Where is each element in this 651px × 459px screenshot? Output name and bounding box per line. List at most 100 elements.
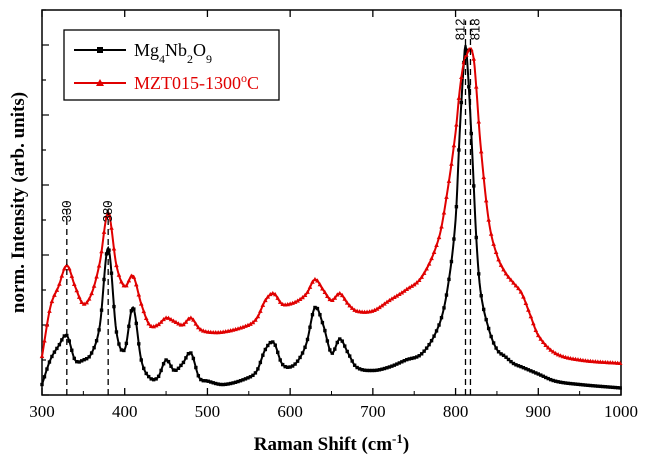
data-point [206,379,210,383]
data-point [271,340,275,344]
data-point [372,307,377,312]
data-point [99,249,104,254]
data-point [556,380,560,384]
data-point [91,283,97,288]
data-point [143,315,149,321]
data-point [295,359,300,363]
data-point [101,229,107,234]
data-point [199,377,203,382]
data-point [558,380,563,384]
data-point [290,364,295,368]
data-point [538,336,544,341]
data-point [459,74,464,80]
data-point [498,262,504,267]
data-point [516,364,521,368]
data-point [439,224,444,229]
data-point [99,308,104,312]
data-point [253,371,258,375]
data-point [52,292,57,297]
data-point [509,359,513,364]
y-axis-title: norm. Intensity (arb. units) [8,92,29,313]
data-point [444,293,449,297]
data-point [297,296,303,302]
data-point [601,384,605,389]
data-point [226,382,230,386]
data-point [184,356,188,360]
data-point [343,344,347,348]
data-point [293,362,297,366]
data-point [335,340,339,345]
data-point [204,379,208,383]
data-point [524,367,528,371]
data-point [377,368,382,372]
data-point [434,242,439,248]
data-point [250,319,256,325]
legend-label: MZT015-1300oC [134,71,259,93]
data-point [449,259,454,264]
data-point [325,339,330,343]
data-point [241,378,245,382]
data-point [223,382,228,387]
data-point [464,48,469,52]
data-point [80,359,84,363]
data-point [255,314,261,319]
data-point [426,261,432,266]
data-point [60,338,64,342]
data-point [395,362,399,366]
data-point [483,198,489,203]
data-point [397,361,402,365]
data-point [496,350,501,354]
data-point [70,348,74,352]
data-point [261,353,265,357]
data-point [397,291,402,297]
data-point [59,273,65,278]
data-point [553,379,558,383]
data-point [615,386,620,390]
data-point [617,360,623,366]
data-point [529,369,533,373]
data-point [342,296,348,301]
data-point [379,303,385,308]
data-point [387,297,392,303]
data-point [126,278,132,283]
data-point [431,249,437,254]
data-point [409,283,415,288]
data-point [339,292,345,298]
data-point [153,323,159,328]
data-point [146,321,152,326]
data-point [300,351,305,355]
data-point [360,368,364,372]
data-point [253,317,258,322]
data-point [338,337,342,341]
data-point [176,321,181,326]
data-point [402,359,406,363]
data-point [111,246,117,251]
data-point [104,213,109,219]
data-point [481,174,486,180]
data-point [154,377,158,381]
data-point [479,294,483,298]
data-point [55,346,59,351]
data-point [539,373,543,377]
data-point [437,323,441,327]
data-point [307,284,313,289]
data-point [132,307,136,311]
data-point [389,296,395,301]
data-point [267,291,273,297]
data-point [511,280,516,285]
data-point [276,350,280,355]
data-point [328,348,332,352]
data-point [472,184,476,188]
data-point [434,329,439,333]
data-point [424,346,429,350]
data-point [375,368,379,372]
data-point [411,282,417,287]
data-point [382,301,387,306]
legend-label: Mg4Nb2O9 [134,40,212,66]
data-point [344,300,350,305]
data-point [548,377,553,382]
x-tick-label: 500 [195,402,221,421]
data-point [161,316,166,322]
data-point [97,328,101,332]
